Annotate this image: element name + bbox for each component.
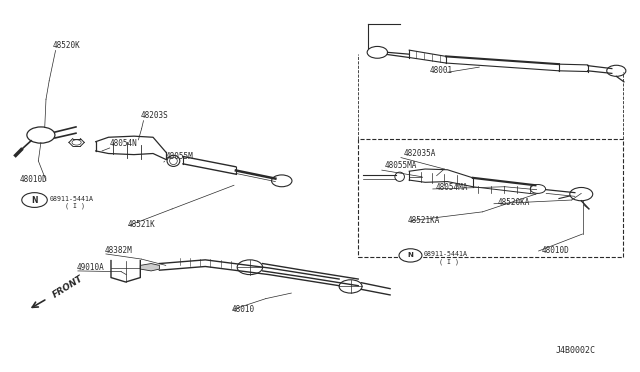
Text: 48010D: 48010D — [541, 246, 570, 255]
Text: 49010A: 49010A — [77, 263, 104, 272]
Circle shape — [399, 249, 422, 262]
Text: 48203S: 48203S — [140, 111, 168, 120]
Text: 482035A: 482035A — [404, 149, 436, 158]
Text: 48001: 48001 — [429, 66, 452, 76]
Text: 48520KA: 48520KA — [497, 198, 529, 207]
Text: 48010D: 48010D — [19, 175, 47, 184]
Text: 48055M: 48055M — [166, 153, 193, 161]
Text: 48521K: 48521K — [127, 220, 156, 230]
Bar — [358, 139, 623, 257]
Text: 48054N: 48054N — [109, 139, 138, 148]
Circle shape — [22, 193, 47, 208]
Text: FRONT: FRONT — [51, 274, 85, 300]
Text: 48521KA: 48521KA — [408, 216, 440, 225]
Text: 48010: 48010 — [232, 305, 255, 314]
Text: 08911-5441A
    ( I ): 08911-5441A ( I ) — [423, 251, 467, 265]
Text: 48054MA: 48054MA — [436, 183, 468, 192]
Text: J4B0002C: J4B0002C — [556, 346, 596, 355]
Text: 48382M: 48382M — [104, 246, 132, 255]
Text: 48520K: 48520K — [52, 41, 80, 49]
Text: 48055MA: 48055MA — [385, 161, 417, 170]
Polygon shape — [140, 263, 159, 271]
Text: N: N — [408, 253, 413, 259]
Text: N: N — [31, 196, 38, 205]
Text: 08911-5441A
    ( I ): 08911-5441A ( I ) — [49, 196, 93, 209]
